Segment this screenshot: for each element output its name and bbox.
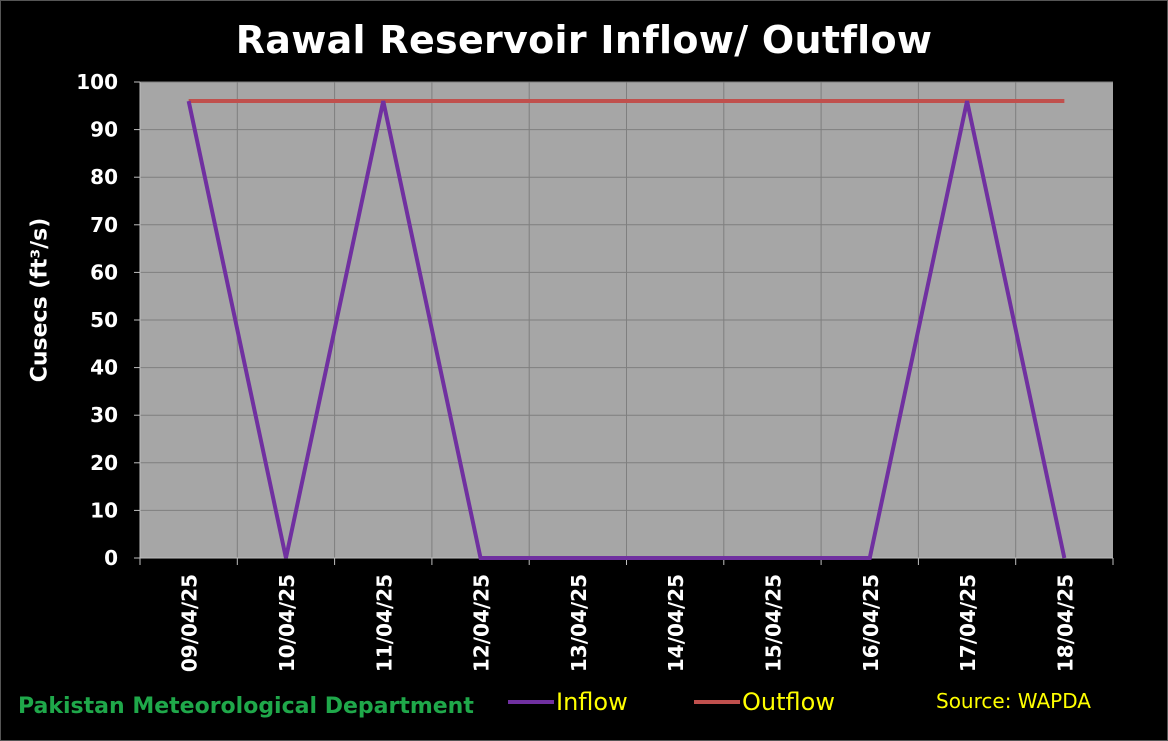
source-label: Source: WAPDA	[936, 689, 1091, 713]
legend-swatch-inflow	[508, 700, 554, 704]
y-tick-label: 90	[90, 118, 118, 142]
y-tick-label: 100	[76, 70, 118, 94]
x-tick-label: 16/04/25	[859, 574, 883, 672]
organization-label: Pakistan Meteorological Department	[18, 694, 474, 719]
legend-item-outflow: Outflow	[694, 688, 835, 716]
x-tick-label: 18/04/25	[1053, 574, 1077, 672]
y-tick-label: 40	[90, 356, 118, 380]
y-tick-label: 50	[90, 308, 118, 332]
y-tick-label: 70	[90, 213, 118, 237]
x-tick-label: 09/04/25	[178, 574, 202, 672]
chart-title: Rawal Reservoir Inflow/ Outflow	[235, 18, 933, 62]
x-tick-label: 13/04/25	[567, 574, 591, 672]
y-tick-label: 60	[90, 260, 118, 284]
series-line-inflow	[186, 100, 1067, 560]
y-tick-label: 0	[104, 546, 118, 570]
legend-swatch-outflow	[694, 700, 740, 704]
y-tick-label: 80	[90, 165, 118, 189]
legend-label-outflow: Outflow	[742, 688, 835, 716]
y-tick-label: 30	[90, 403, 118, 427]
legend-label-inflow: Inflow	[556, 688, 628, 716]
y-tick-label: 10	[90, 498, 118, 522]
x-tick-label: 15/04/25	[761, 574, 785, 672]
y-tick-label: 20	[90, 451, 118, 475]
x-tick-label: 14/04/25	[664, 574, 688, 672]
x-tick-label: 11/04/25	[372, 574, 396, 672]
x-tick-label: 12/04/25	[470, 574, 494, 672]
x-tick-label: 17/04/25	[956, 574, 980, 672]
x-tick-label: 10/04/25	[275, 574, 299, 672]
legend-item-inflow: Inflow	[508, 688, 628, 716]
